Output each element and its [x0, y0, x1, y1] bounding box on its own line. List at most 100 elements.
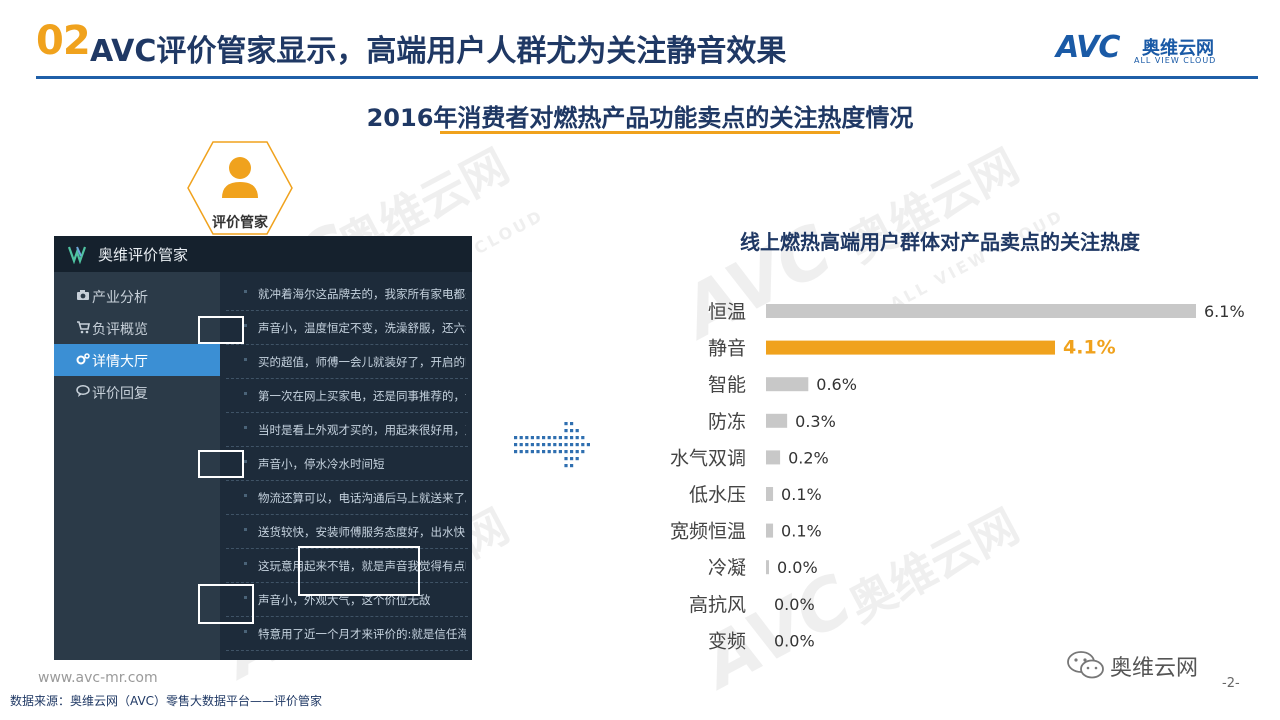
- arrow-dot: [519, 450, 523, 454]
- evaluator-badge: 评价管家: [186, 140, 294, 236]
- data-source: 数据来源：奥维云网（AVC）零售大数据平台——评价管家: [10, 694, 323, 708]
- arrow-dot: [542, 450, 546, 454]
- arrow-dot: [547, 436, 551, 440]
- review-row[interactable]: 声音小，温度恒定不变，洗澡舒服，还六年免费包修...: [226, 310, 468, 345]
- arrow-dot: [581, 436, 585, 440]
- app-sidebar: 产业分析 负评概览 详情大厅 评价回复: [54, 272, 220, 660]
- review-text: 声音小，外观大气，这个价位无敌: [258, 593, 431, 607]
- arrow-dot: [553, 436, 557, 440]
- arrow-dot: [547, 443, 551, 447]
- sidebar-item-reply[interactable]: 评价回复: [54, 376, 220, 408]
- logo-en-text: ALL VIEW CLOUD: [1134, 56, 1217, 65]
- page-title: AVC评价管家显示，高端用户人群尤为关注静音效果: [90, 34, 787, 69]
- arrow-dot: [514, 450, 518, 454]
- sidebar-item-details[interactable]: 详情大厅: [54, 344, 220, 376]
- app-title: 奥维评价管家: [98, 246, 189, 264]
- review-text: 物流还算可以，电话沟通后马上就送来了。安装就坑...: [258, 491, 466, 505]
- review-row[interactable]: 当时是看上外观才买的，用起来很好用，声音也很小...: [226, 412, 468, 447]
- arrow-dot: [570, 450, 574, 454]
- website-url[interactable]: www.avc-mr.com: [38, 670, 158, 686]
- category-label: 防冻: [708, 411, 746, 433]
- review-text: 这玩意用起来不错，就是声音我觉得有点吵，而且用...: [258, 559, 466, 573]
- value-label: 0.2%: [788, 448, 829, 467]
- value-label: 4.1%: [1063, 337, 1116, 359]
- review-row[interactable]: 声音小，停水冷水时间短: [226, 446, 468, 481]
- arrow-dot: [558, 436, 562, 440]
- review-row[interactable]: 买的超值，师傅一会儿就装好了，开启的时候声音有...: [226, 344, 468, 379]
- review-text: 声音小，停水冷水时间短: [258, 457, 385, 471]
- category-label: 宽频恒温: [670, 521, 746, 543]
- page-number: -2-: [1222, 676, 1240, 691]
- review-row[interactable]: 这玩意用起来不错，就是声音我觉得有点吵，而且用...: [226, 548, 468, 583]
- review-row[interactable]: 特意用了近一个月才来评价的:就是信任海尔品牌！这...: [226, 616, 468, 651]
- category-label: 低水压: [689, 484, 746, 506]
- wechat-account-name: 奥维云网: [1110, 656, 1199, 681]
- review-row[interactable]: 物流还算可以，电话沟通后马上就送来了。安装就坑...: [226, 480, 468, 515]
- bar: [766, 560, 769, 575]
- logo-avc-text: AVC: [1056, 30, 1120, 65]
- section-number: 02: [36, 18, 91, 64]
- review-text: 第一次在网上买家电，还是同事推荐的，说是质量跟...: [258, 389, 466, 403]
- arrow-dot: [530, 436, 534, 440]
- arrow-dot: [519, 436, 523, 440]
- avc-logo: AVC 奥维云网 ALL VIEW CLOUD: [1056, 30, 1256, 70]
- arrow-dot: [564, 464, 568, 468]
- arrow-dot: [581, 443, 585, 447]
- highlight-box: [298, 546, 420, 596]
- page-header: 02 AVC评价管家显示，高端用户人群尤为关注静音效果 AVC 奥维云网 ALL…: [0, 0, 1280, 80]
- comment-icon: [76, 385, 90, 397]
- slide-subtitle: 2016年消费者对燃热产品功能卖点的关注热度情况: [366, 104, 914, 132]
- camera-icon: [77, 290, 89, 300]
- sidebar-item-label: 评价回复: [92, 386, 148, 402]
- arrow-dot: [553, 450, 557, 454]
- sidebar-item-label: 详情大厅: [92, 354, 148, 370]
- arrow-dot: [575, 457, 579, 461]
- subtitle-underline: [440, 131, 840, 134]
- category-label: 恒温: [708, 301, 746, 323]
- arrow-dot: [519, 443, 523, 447]
- arrow-dot: [530, 450, 534, 454]
- arrow-dot: [536, 450, 540, 454]
- highlight-box: [198, 316, 244, 344]
- value-label: 0.0%: [777, 558, 818, 577]
- review-row[interactable]: 第一次在网上买家电，还是同事推荐的，说是质量跟...: [226, 378, 468, 413]
- arrow-dot: [570, 464, 574, 468]
- review-row[interactable]: 就冲着海尔这品牌去的，我家所有家电都是用的海尔...: [226, 276, 468, 311]
- review-text: 就冲着海尔这品牌去的，我家所有家电都是用的海尔...: [258, 287, 466, 301]
- sidebar-item-industry[interactable]: 产业分析: [54, 280, 220, 312]
- review-text: 送货较快，安装师傅服务态度好，出水快，声音小，...: [258, 525, 466, 539]
- highlight-box: [198, 584, 254, 624]
- arrow-dot: [564, 436, 568, 440]
- bar: [766, 340, 1056, 355]
- bar: [766, 413, 788, 428]
- evaluator-label: 评价管家: [212, 215, 268, 231]
- arrow-dot: [547, 450, 551, 454]
- category-label: 水气双调: [670, 447, 746, 469]
- review-row[interactable]: 声音小，外观大气，这个价位无敌: [226, 582, 468, 617]
- arrow-dot: [570, 422, 574, 426]
- category-label: 冷凝: [708, 557, 746, 579]
- value-label: 0.6%: [816, 375, 857, 394]
- review-row[interactable]: 送货较快，安装师傅服务态度好，出水快，声音小，...: [226, 514, 468, 549]
- arrow-dot: [564, 443, 568, 447]
- arrow-dot: [558, 450, 562, 454]
- bar: [766, 304, 1196, 318]
- arrow-dot: [564, 450, 568, 454]
- category-label: 变频: [708, 630, 746, 652]
- review-text: 声音小，温度恒定不变，洗澡舒服，还六年免费包修...: [258, 321, 466, 335]
- arrow-dot: [581, 450, 585, 454]
- arrow-dot: [525, 436, 529, 440]
- wechat-brand: 奥维云网: [1066, 650, 1246, 681]
- bar: [766, 487, 774, 501]
- logo-cn-text: 奥维云网: [1142, 38, 1214, 59]
- arrow-dot: [542, 443, 546, 447]
- arrow-dot: [575, 429, 579, 433]
- arrow-dot: [586, 443, 590, 447]
- arrow-dot: [514, 443, 518, 447]
- gears-icon: [76, 353, 90, 365]
- category-label: 静音: [708, 338, 746, 360]
- arrow-dot: [536, 443, 540, 447]
- arrow-dot: [542, 436, 546, 440]
- sidebar-item-negative[interactable]: 负评概览: [54, 312, 220, 344]
- sidebar-item-label: 负评概览: [92, 322, 148, 338]
